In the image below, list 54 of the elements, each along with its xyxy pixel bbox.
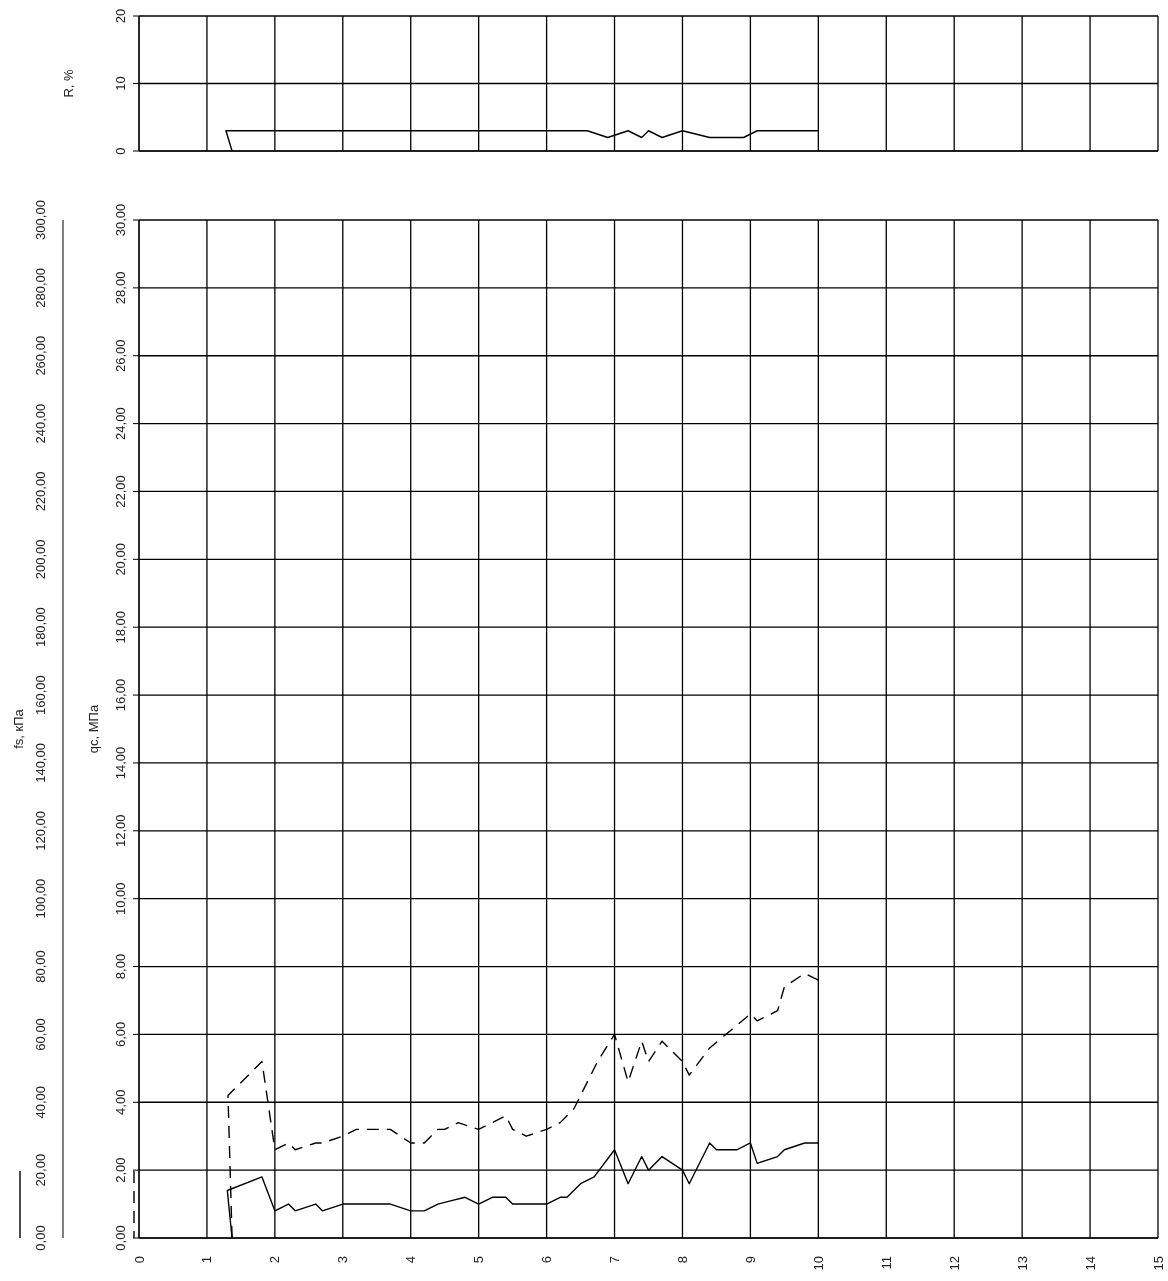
y-axis-title: R, % — [60, 68, 76, 98]
y-tick-label: 18,00 — [113, 610, 128, 644]
x-tick-label: 15 — [1150, 1256, 1166, 1271]
x-tick-label: 14 — [1082, 1256, 1098, 1271]
x-tick-label: 1 — [199, 1256, 215, 1264]
y2-tick-label: 60,00 — [33, 1018, 48, 1051]
y2-tick-label: 0,00 — [33, 1225, 48, 1251]
x-tick-label: 9 — [742, 1256, 758, 1264]
x-tick-label: 0 — [131, 1256, 147, 1264]
y2-tick-label: 200,00 — [33, 539, 48, 580]
x-tick-label: 3 — [335, 1256, 351, 1264]
y-tick-label: 12,00 — [113, 814, 128, 848]
y-tick-label: 8,00 — [113, 953, 128, 980]
x-tick-label: 12 — [946, 1256, 962, 1271]
y-tick-label: 30,00 — [113, 203, 128, 237]
y-tick-label: 0 — [113, 147, 128, 155]
y2-tick-label: 40,00 — [33, 1085, 48, 1119]
y-tick-label: 16,00 — [113, 678, 128, 712]
y2-tick-label: 20,00 — [33, 1153, 48, 1187]
x-tick-label: 11 — [878, 1256, 894, 1270]
y-tick-label: 14,00 — [113, 746, 128, 780]
y2-tick-label: 260,00 — [33, 335, 48, 376]
y2-tick-label: 220,00 — [33, 471, 48, 512]
y2-axis-title: fs, кПа — [10, 708, 26, 749]
y-tick-label: 20 — [113, 8, 128, 24]
y2-tick-label: 100,00 — [33, 878, 48, 919]
y2-tick-label: 140,00 — [33, 743, 48, 783]
y-tick-label: 24,00 — [113, 407, 128, 440]
y2-tick-label: 80,00 — [33, 950, 48, 983]
y2-tick-label: 280,00 — [33, 267, 48, 308]
y-tick-label: 2,00 — [113, 1157, 128, 1183]
x-tick-label: 5 — [471, 1256, 487, 1264]
y2-tick-label: 240,00 — [33, 403, 48, 444]
x-tick-label: 10 — [810, 1256, 826, 1271]
x-tick-label: 2 — [267, 1256, 283, 1264]
y-tick-label: 22,00 — [113, 475, 128, 508]
y-axis-title: qc, МПа — [85, 704, 101, 754]
y2-tick-label: 160,00 — [33, 675, 48, 715]
y-tick-label: 10,00 — [113, 882, 128, 915]
x-tick-label: 8 — [674, 1256, 690, 1264]
y-tick-label: 6,00 — [113, 1021, 128, 1048]
y-tick-label: 4,00 — [113, 1089, 128, 1115]
y2-tick-label: 120,00 — [33, 810, 48, 851]
y2-tick-label: 180,00 — [33, 607, 48, 648]
x-tick-label: 6 — [539, 1256, 555, 1264]
y-tick-label: 26,00 — [113, 339, 128, 373]
y-tick-label: 0,00 — [113, 1225, 128, 1251]
x-tick-label: 7 — [607, 1256, 623, 1264]
y-tick-label: 28,00 — [113, 271, 128, 305]
y-tick-label: 10 — [113, 76, 128, 91]
y2-tick-label: 300,00 — [33, 200, 48, 240]
x-tick-label: 4 — [403, 1256, 419, 1264]
y-tick-label: 20,00 — [113, 543, 128, 576]
x-tick-label: 13 — [1014, 1256, 1030, 1271]
